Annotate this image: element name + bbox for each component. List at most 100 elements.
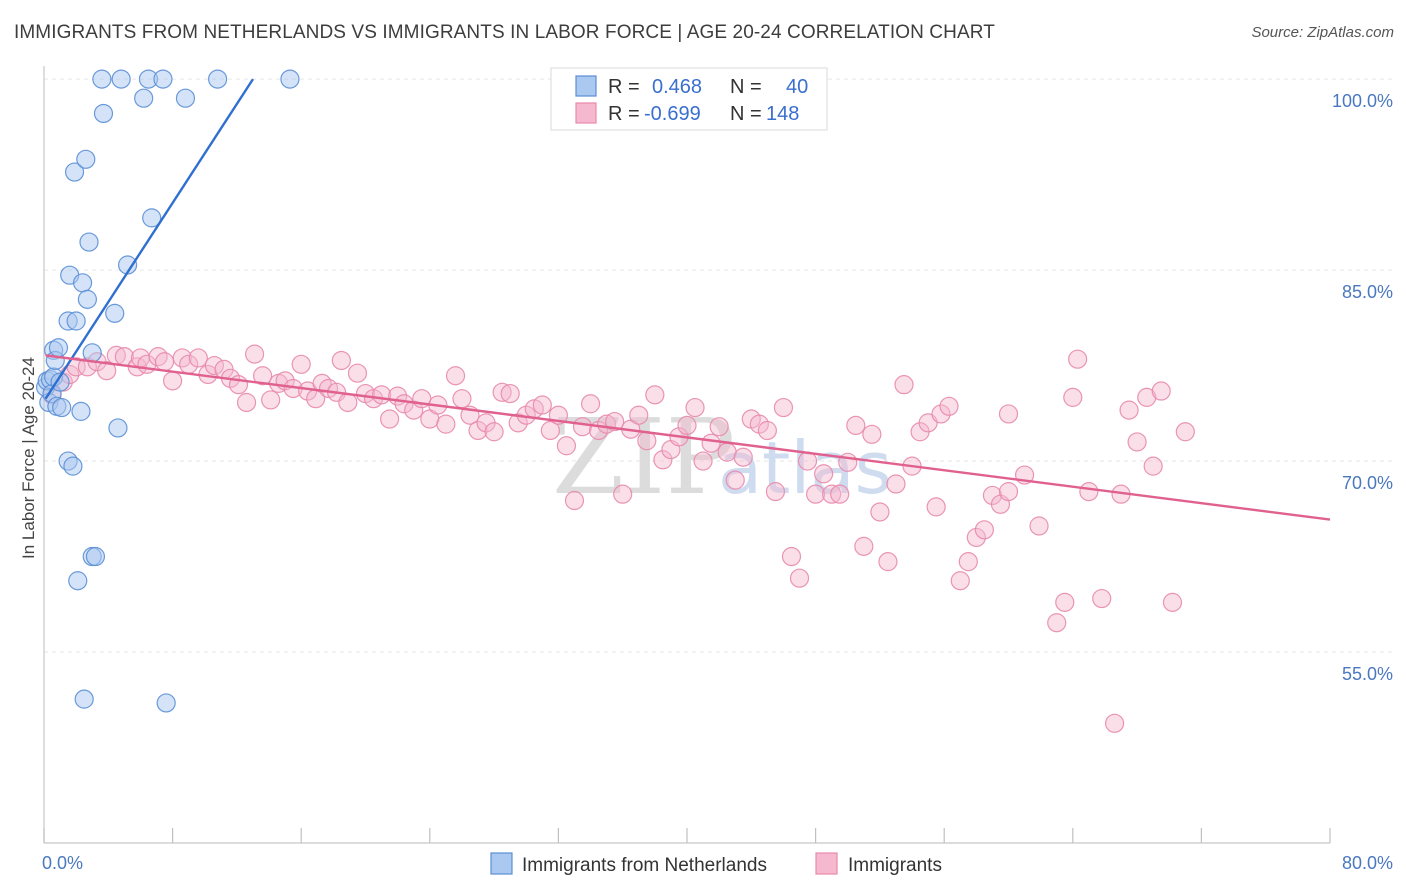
data-point-immigrants <box>725 470 745 490</box>
data-point-immigrants <box>312 373 332 393</box>
legend-top: R = 0.468 N = 40 R = -0.699 N = 148 <box>550 67 828 131</box>
data-point-immigrants <box>580 394 601 414</box>
data-point-immigrants <box>188 348 208 368</box>
data-point-immigrants <box>1055 592 1075 612</box>
data-point-immigrants <box>154 352 175 372</box>
legend-bottom: Immigrants from Netherlands Immigrants <box>490 852 942 876</box>
data-point-immigrants <box>1092 588 1112 609</box>
axes <box>43 66 1331 844</box>
data-point-immigrants <box>939 396 959 416</box>
legend-r-label: R = <box>608 76 640 98</box>
legend-n-value-netherlands: 40 <box>786 76 808 98</box>
data-point-immigrants <box>244 344 265 364</box>
data-point-immigrants <box>508 413 528 433</box>
data-point-netherlands <box>142 208 162 228</box>
legend-r-label: R = <box>608 103 640 125</box>
data-point-netherlands <box>85 546 106 567</box>
data-point-immigrants <box>931 404 951 424</box>
data-point-immigrants <box>564 490 585 511</box>
data-point-immigrants <box>468 420 488 441</box>
data-point-immigrants <box>757 420 777 441</box>
legend-n-value-immigrants: 148 <box>766 103 799 125</box>
data-point-immigrants <box>556 436 577 456</box>
data-point-netherlands <box>280 69 300 89</box>
data-point-immigrants <box>1068 349 1088 369</box>
data-point-immigrants <box>338 392 358 413</box>
data-point-netherlands <box>72 273 93 293</box>
data-point-immigrants <box>97 361 117 381</box>
data-point-immigrants <box>878 552 898 572</box>
data-point-netherlands <box>153 69 173 89</box>
series-immigrants-points <box>42 344 1195 733</box>
data-point-immigrants <box>693 451 713 471</box>
data-point-netherlands <box>175 88 196 108</box>
data-point-immigrants <box>894 375 914 395</box>
data-point-immigrants <box>1079 482 1099 502</box>
data-point-immigrants <box>926 497 946 517</box>
data-point-netherlands <box>48 338 69 358</box>
data-point-immigrants <box>653 450 673 470</box>
trend-line-immigrants <box>45 354 1331 521</box>
data-point-netherlands <box>93 103 114 124</box>
data-point-immigrants <box>253 366 273 386</box>
data-point-netherlands <box>77 289 98 309</box>
data-point-immigrants <box>1127 432 1147 452</box>
data-point-immigrants <box>291 354 311 374</box>
data-point-immigrants <box>1104 713 1125 733</box>
data-point-immigrants <box>814 464 834 484</box>
data-point-immigrants <box>998 404 1019 424</box>
trend-lines <box>44 78 1331 521</box>
data-point-immigrants <box>436 414 456 434</box>
data-point-immigrants <box>805 484 826 504</box>
data-point-immigrants <box>236 392 257 413</box>
data-point-netherlands <box>79 232 99 252</box>
data-point-immigrants <box>148 347 168 367</box>
legend-n-label: N = <box>730 103 762 125</box>
data-point-immigrants <box>484 422 504 442</box>
data-point-immigrants <box>1047 613 1067 633</box>
data-point-netherlands <box>64 162 85 182</box>
data-point-immigrants <box>637 431 657 451</box>
data-point-netherlands <box>52 397 72 418</box>
data-point-immigrants <box>163 371 183 391</box>
data-point-immigrants <box>347 363 368 383</box>
data-point-immigrants <box>540 420 560 441</box>
data-point-immigrants <box>854 536 874 556</box>
data-point-immigrants <box>998 482 1019 502</box>
data-point-immigrants <box>709 417 729 437</box>
data-point-immigrants <box>204 355 224 376</box>
series-netherlands-points <box>36 69 300 713</box>
bottom-legend-swatch-netherlands <box>490 852 513 875</box>
data-point-immigrants <box>1119 400 1139 420</box>
data-point-immigrants <box>966 527 986 548</box>
data-point-immigrants <box>1162 592 1183 612</box>
data-point-immigrants <box>846 415 866 435</box>
data-point-immigrants <box>394 394 414 414</box>
data-point-immigrants <box>1063 387 1083 407</box>
data-point-immigrants <box>1175 422 1195 442</box>
data-point-immigrants <box>532 395 552 415</box>
data-point-netherlands <box>105 303 125 323</box>
data-point-netherlands <box>134 88 154 108</box>
data-point-immigrants <box>500 383 520 404</box>
data-point-immigrants <box>1137 387 1157 407</box>
data-point-netherlands <box>66 311 86 331</box>
data-point-immigrants <box>629 405 649 425</box>
data-point-netherlands <box>208 69 228 89</box>
data-point-netherlands <box>50 372 70 392</box>
data-point-netherlands <box>156 693 176 713</box>
data-point-immigrants <box>1029 516 1049 536</box>
data-point-immigrants <box>452 389 472 409</box>
data-point-immigrants <box>572 417 593 437</box>
data-point-immigrants <box>870 502 890 522</box>
data-point-immigrants <box>605 411 625 432</box>
bottom-legend-label-netherlands: Immigrants from Netherlands <box>522 855 767 876</box>
watermark-atlas: atlas <box>718 426 892 510</box>
data-point-netherlands <box>111 69 131 89</box>
data-point-netherlands <box>82 343 102 363</box>
data-point-immigrants <box>1143 456 1163 476</box>
legend-r-value-netherlands: 0.468 <box>652 76 702 98</box>
data-point-immigrants <box>862 424 882 444</box>
x-tick-label: 80.0% <box>1342 853 1393 873</box>
